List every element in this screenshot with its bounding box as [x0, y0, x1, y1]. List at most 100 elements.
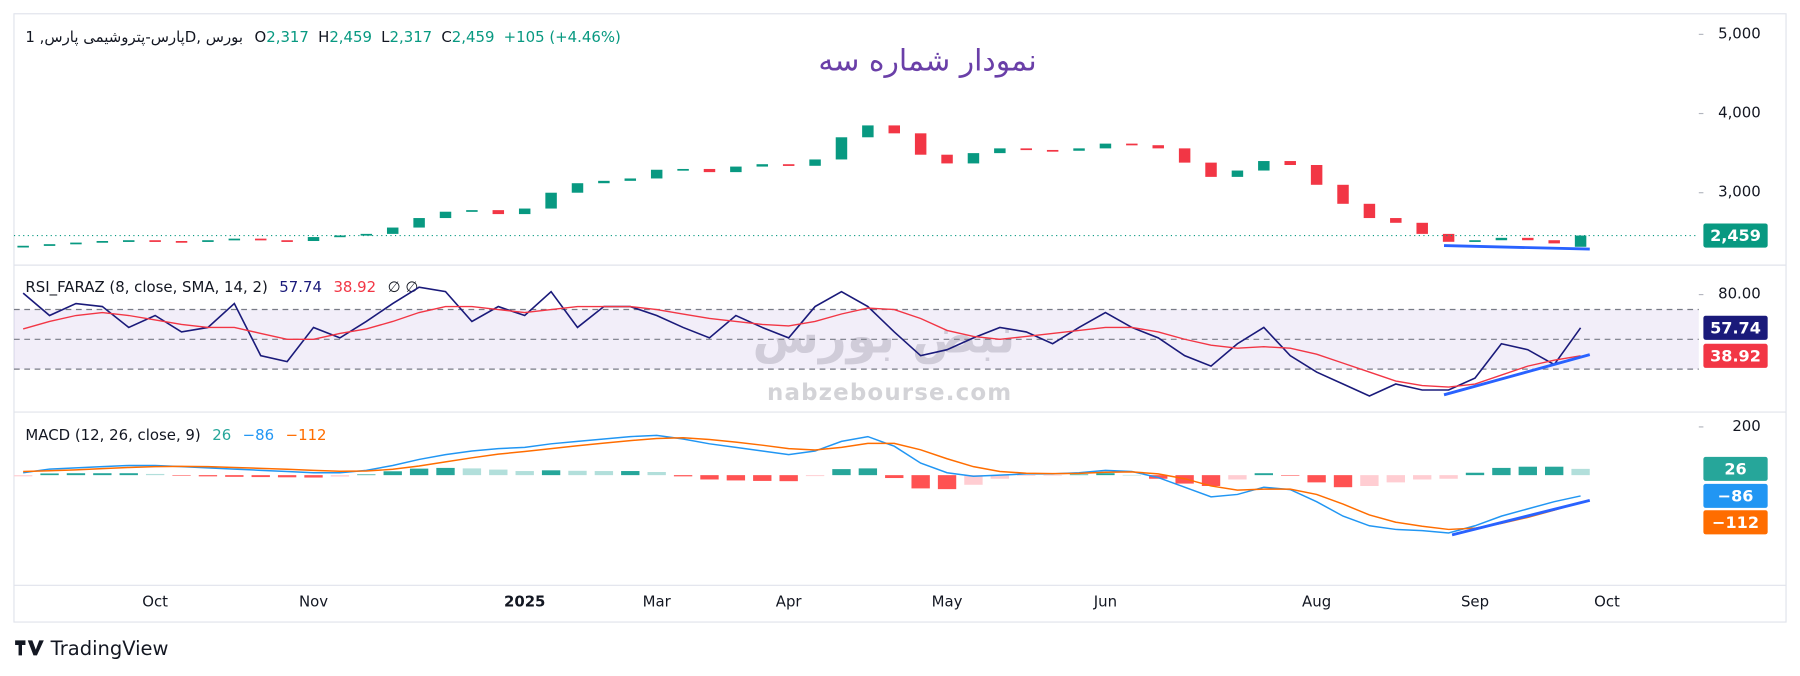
histogram-bar	[858, 468, 878, 476]
x-tick-label: Mar	[643, 593, 672, 611]
histogram-bar	[436, 467, 455, 476]
candle	[492, 210, 505, 215]
price-tag-label: 26	[1724, 460, 1746, 479]
histogram-bar	[1096, 473, 1115, 476]
histogram-bar	[753, 475, 772, 481]
ohlc-value: 2,459	[329, 28, 372, 46]
histogram-bar	[1333, 475, 1353, 488]
macd-legend: MACD (12, 26, close, 9) 26 −86 −112	[25, 426, 326, 444]
x-tick-label: Jun	[1093, 593, 1117, 611]
candle	[650, 169, 663, 179]
histogram-bar	[66, 473, 86, 476]
candle	[1020, 148, 1032, 151]
watermark: نبض بورس nabzebourse.com	[753, 309, 1016, 406]
symbol: پارس-پتروشیمی پارس, 1D, بورس	[25, 28, 243, 46]
candle	[941, 154, 953, 164]
histogram-bar	[13, 475, 33, 477]
candle	[43, 244, 56, 246]
watermark-logo: نبض بورس	[753, 309, 1016, 365]
candle	[1073, 148, 1085, 151]
histogram-bar	[515, 471, 534, 476]
price-tag	[1703, 315, 1768, 340]
y-tick-label: 4,000	[1718, 104, 1761, 122]
line	[22, 305, 1581, 388]
histogram-bar	[489, 469, 508, 476]
x-tick-label: Apr	[776, 593, 803, 611]
candle	[149, 240, 161, 242]
candle	[809, 159, 821, 166]
candle	[1205, 162, 1217, 177]
rsi-value: 57.74	[279, 278, 322, 296]
candle	[1258, 161, 1270, 171]
candle	[1284, 161, 1296, 166]
histogram-bar	[462, 468, 482, 476]
histogram-bar	[832, 469, 851, 476]
footer-logo: TradingView	[15, 637, 169, 660]
candle	[228, 238, 241, 241]
histogram-bar	[726, 475, 746, 481]
candle	[123, 240, 135, 242]
histogram-bar	[1069, 474, 1089, 476]
candle	[1416, 222, 1428, 234]
candle	[914, 133, 927, 155]
histogram-bar	[1228, 475, 1247, 480]
histogram-bar	[1043, 475, 1062, 476]
price-tag-label: −86	[1718, 487, 1754, 506]
candle	[1099, 143, 1112, 149]
price-tag	[1703, 343, 1768, 368]
price-tag	[1703, 223, 1768, 248]
y-tick-label: 5,000	[1718, 24, 1761, 42]
rsi-title: RSI_FARAZ (8, close, SMA, 14, 2)	[25, 278, 267, 296]
candle	[518, 208, 531, 215]
candle	[782, 164, 795, 166]
candle	[624, 178, 637, 181]
x-tick-label: Aug	[1302, 593, 1331, 611]
candle	[254, 238, 267, 241]
candle	[466, 210, 478, 212]
x-tick-label: Oct	[1594, 593, 1620, 611]
histogram-bar	[1201, 475, 1221, 486]
histogram-bar	[568, 470, 587, 476]
candle	[1390, 218, 1402, 223]
candle	[413, 218, 425, 228]
candle	[1442, 233, 1455, 242]
histogram-bar	[805, 475, 825, 477]
candle	[175, 241, 188, 243]
histogram-bar	[673, 475, 693, 477]
histogram-bar	[911, 475, 930, 489]
histogram-bar	[621, 471, 640, 476]
histogram-bar	[1254, 473, 1274, 476]
signal-value: −112	[286, 426, 327, 444]
histogram-bar	[647, 472, 666, 476]
histogram-bar	[594, 471, 614, 476]
histogram-bar	[357, 474, 376, 476]
histogram-bar	[1017, 475, 1036, 476]
line	[23, 434, 1581, 534]
ohlc-value: 2,317	[266, 28, 309, 46]
candle	[1548, 240, 1560, 244]
histogram-bar	[251, 475, 270, 478]
candle	[70, 242, 82, 245]
histogram-bar	[990, 475, 1010, 479]
price-tag-label: 38.92	[1710, 346, 1761, 365]
y-tick-label: 80.00	[1718, 285, 1761, 303]
candle	[1126, 143, 1138, 146]
histogram-bar	[1545, 466, 1564, 476]
candle	[1046, 149, 1059, 152]
ohlc-key: L	[381, 28, 390, 46]
x-tick-label: May	[932, 593, 963, 611]
candle	[1178, 148, 1191, 163]
ohlc-key: C	[441, 28, 451, 46]
price-tag	[1703, 510, 1768, 535]
x-tick-label: Nov	[299, 593, 328, 611]
candle	[835, 137, 848, 160]
macd-title: MACD (12, 26, close, 9)	[25, 426, 200, 444]
histogram-bar	[1413, 475, 1432, 480]
histogram-bar	[1518, 466, 1537, 476]
histogram-bar	[409, 468, 429, 476]
histogram-bar	[1571, 468, 1590, 476]
ohlc-key: H	[318, 28, 329, 46]
histogram-bar	[198, 475, 218, 477]
